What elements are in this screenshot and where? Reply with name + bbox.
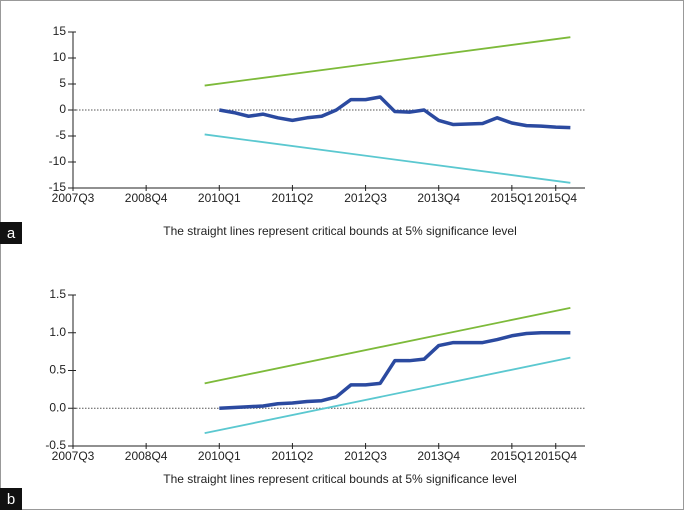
y-tick-label: -5	[55, 128, 66, 142]
y-tick-label: 5	[59, 76, 66, 90]
panel-label-box	[0, 488, 22, 510]
y-tick-label: 0.0	[49, 400, 66, 414]
x-tick-label: 2010Q1	[198, 449, 241, 463]
y-tick-label: 10	[53, 50, 67, 64]
series-line	[204, 356, 571, 435]
y-tick-label: -10	[49, 154, 67, 168]
x-tick-label: 2008Q4	[125, 191, 168, 205]
x-tick-label: 2012Q3	[344, 449, 387, 463]
y-tick-label: 0.5	[49, 363, 66, 377]
panel-label-box	[0, 222, 22, 244]
y-tick-label: 1.0	[49, 325, 66, 339]
note: The straight lines represent critical bo…	[163, 472, 517, 486]
series-line	[204, 133, 571, 184]
y-tick-label: -0.5	[45, 438, 66, 452]
series-line	[204, 306, 571, 385]
panel-label: b	[7, 491, 15, 508]
x-tick-label: 2012Q3	[344, 191, 387, 205]
x-tick-label: 2010Q1	[198, 191, 241, 205]
x-tick-label: 2015Q1	[491, 191, 534, 205]
x-tick-label: 2011Q2	[272, 449, 314, 463]
series-line	[218, 95, 571, 130]
panel-label: a	[7, 225, 16, 242]
x-tick-label: 2011Q2	[272, 191, 314, 205]
note: The straight lines represent critical bo…	[163, 224, 517, 238]
x-tick-label: 2015Q1	[491, 449, 534, 463]
x-tick-label: 2015Q4	[534, 191, 577, 205]
y-tick-label: 15	[53, 24, 67, 38]
x-tick-label: 2007Q3	[52, 191, 95, 205]
x-tick-label: 2013Q4	[417, 191, 460, 205]
x-tick-label: 2007Q3	[52, 449, 95, 463]
series-line	[219, 331, 571, 410]
y-tick-label: 1.5	[49, 287, 66, 301]
y-tick-label: 0	[59, 102, 66, 116]
x-tick-label: 2008Q4	[125, 449, 168, 463]
x-tick-label: 2015Q4	[534, 449, 577, 463]
x-tick-label: 2013Q4	[417, 449, 460, 463]
series-line	[204, 36, 571, 87]
y-tick-label: -15	[49, 180, 67, 194]
